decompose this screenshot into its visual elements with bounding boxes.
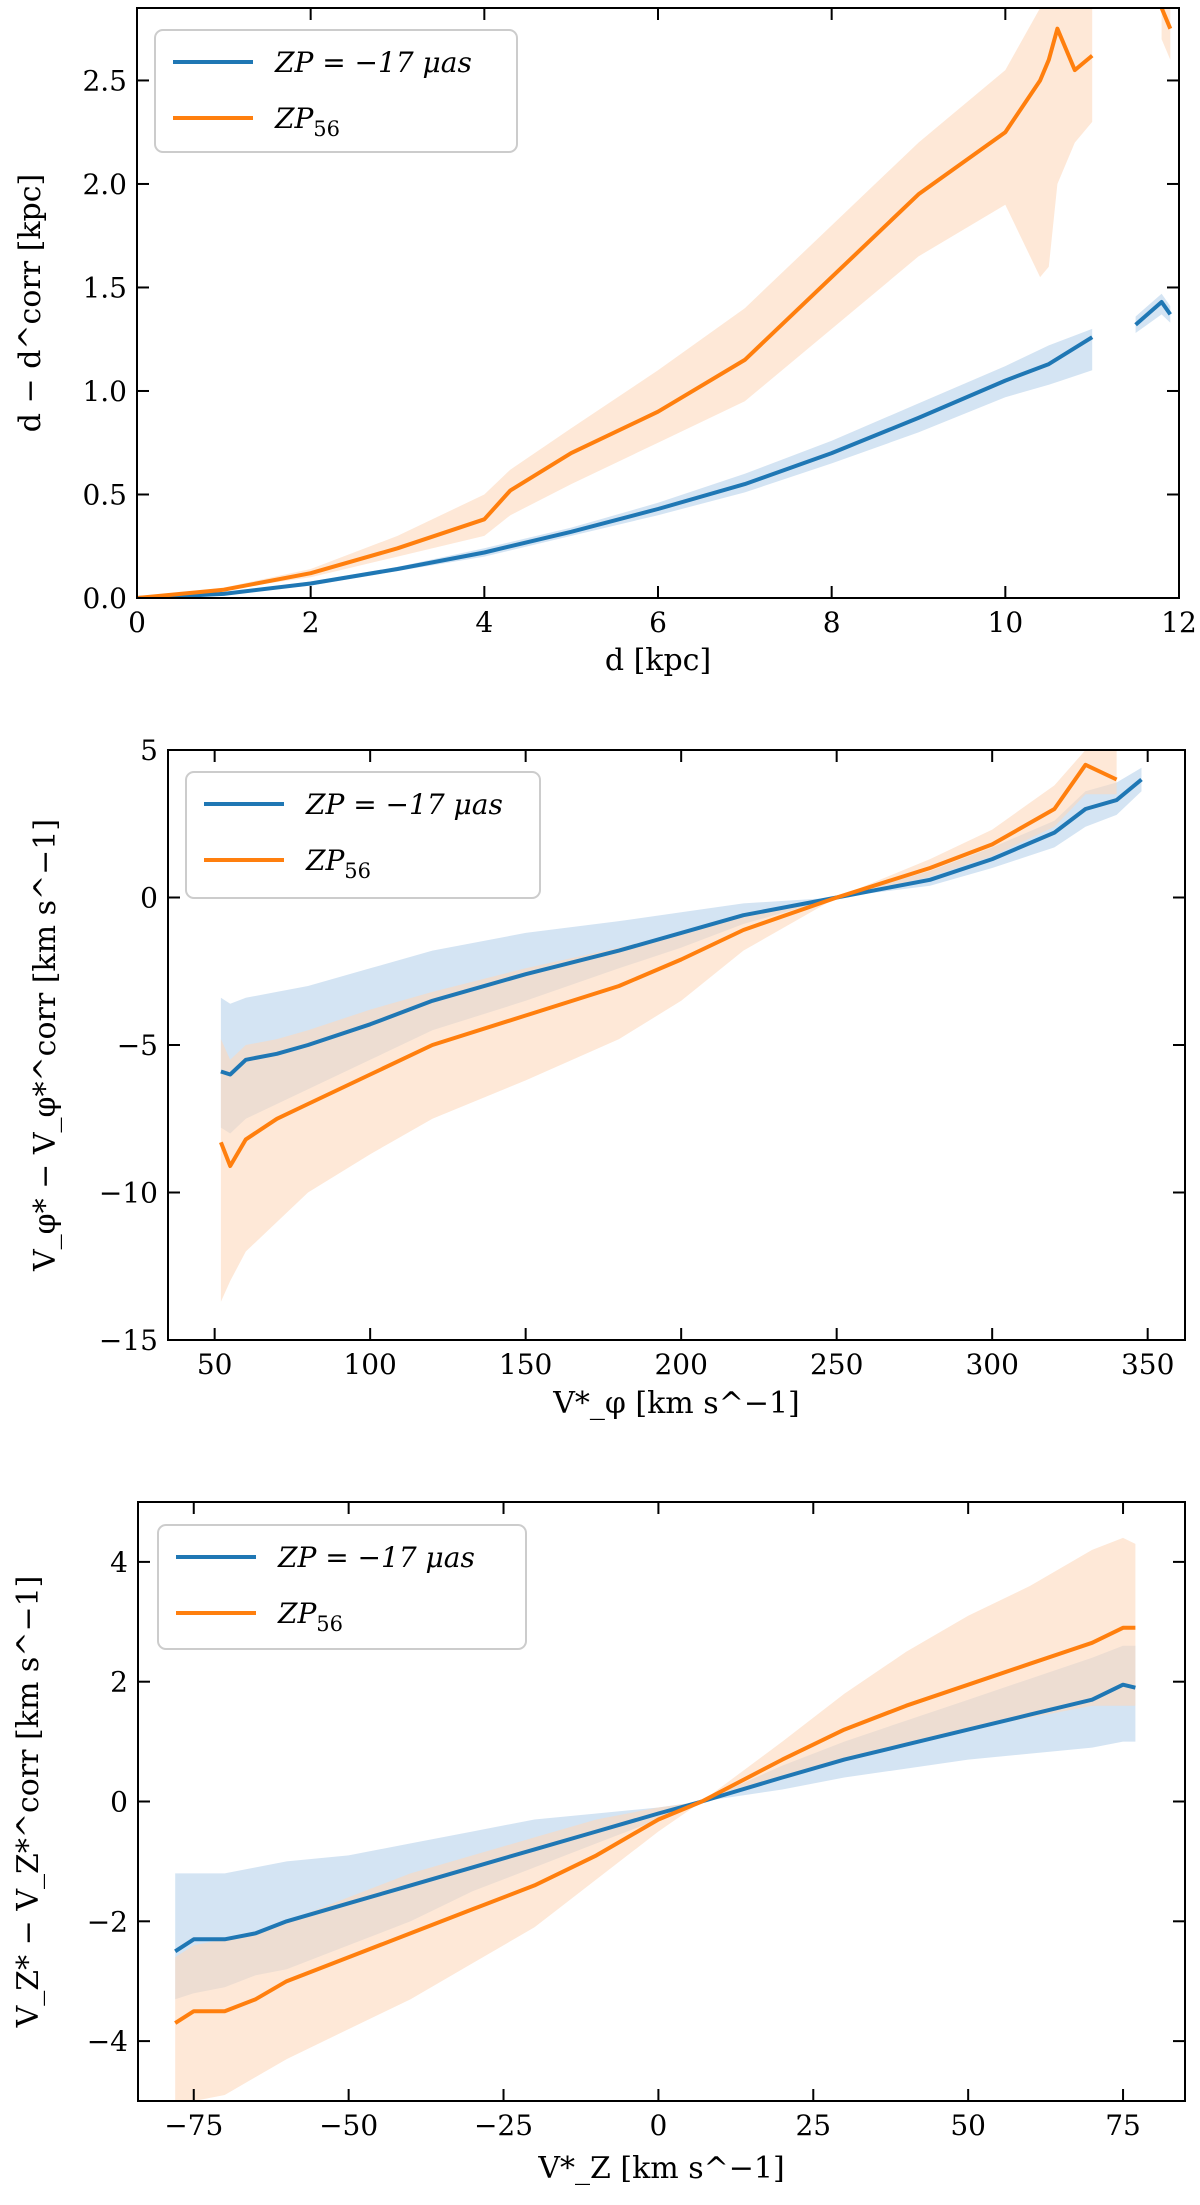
panel-vz: −75 −50 −25 0 25 50 75 −4 −2 0 2 4 V*_Z [km s^−1] V_Z… [11,1501,1186,2186]
y-tick-label: 5 [140,734,158,767]
line-zp56 [219,762,1118,1168]
x-tick-label: 50 [197,1348,233,1381]
x-tick-label: 300 [965,1348,1018,1381]
y-axis-label: d − d^corr [kpc] [13,174,48,432]
y-tick-label: 0.5 [82,478,127,511]
panel-distance: 0 2 4 6 8 10 12 0.0 0.5 1.0 1.5 2.0 2.5 d [kpc] d − d^… [13,7,1197,678]
line-zp17 [137,335,1094,598]
y-tick-label: 0 [140,882,158,915]
band-zp56 [220,750,1117,1302]
x-tick-label: 12 [1161,606,1197,639]
x-tick-label: 6 [649,606,667,639]
y-axis-label: V_Z* − V_Z*^corr [km s^−1] [11,1576,46,2029]
x-tick-label: 10 [988,606,1024,639]
line-zp56 [1159,8,1173,30]
y-tick-label: −15 [99,1324,158,1357]
y-tick-label: −2 [87,1905,128,1938]
x-axis-label: V*_φ [km s^−1] [552,1386,800,1421]
x-axis-label: d [kpc] [605,643,711,678]
plot-area [137,8,1173,598]
y-tick-label: −10 [99,1177,158,1210]
line-zp17 [174,1682,1136,1953]
x-tick-label: 200 [654,1348,707,1381]
legend-label: ZP = −17 μas [305,788,503,821]
x-tick-label: −25 [474,2109,533,2142]
x-tick-label: 8 [823,606,841,639]
y-tick-label: 2.0 [82,168,127,201]
y-tick-label: 4 [110,1546,128,1579]
y-tick-label: −4 [87,2025,128,2058]
legend-label: ZP56 [305,844,371,883]
x-tick-label: 100 [343,1348,396,1381]
x-axis-label: V*_Z [km s^−1] [537,2151,784,2186]
line-zp17 [1134,300,1172,327]
plot-area [219,750,1143,1302]
x-tick-label: −50 [319,2109,378,2142]
legend: ZP = −17 μas ZP56 [185,771,541,899]
y-tick-label: 0 [110,1786,128,1819]
panel-vphi: 50 100 150 200 250 300 350 −15 −10 −5 0 5 V*_φ [km s… [28,734,1186,1421]
y-tick-label: 2 [110,1666,128,1699]
x-tick-label: 25 [795,2109,831,2142]
x-tick-label: 150 [499,1348,552,1381]
x-tick-label: 2 [302,606,320,639]
x-tick-label: 75 [1105,2109,1141,2142]
y-tick-label: 2.5 [82,64,127,97]
x-tick-label: −75 [164,2109,223,2142]
plot-area [174,1537,1136,2101]
y-tick-label: −5 [117,1029,158,1062]
x-tick-label: 250 [810,1348,863,1381]
line-zp56 [137,26,1094,598]
x-tick-label: 0 [128,606,146,639]
legend-label: ZP56 [274,102,340,141]
line-zp56 [174,1625,1136,2025]
x-tick-label: 0 [649,2109,667,2142]
y-tick-label: 1.5 [82,271,127,304]
x-tick-label: 50 [950,2109,986,2142]
y-tick-label: 0.0 [82,582,127,615]
legend-label: ZP = −17 μas [277,1541,475,1574]
x-tick-label: 350 [1121,1348,1174,1381]
line-zp17 [220,777,1143,1077]
y-tick-label: 1.0 [82,375,127,408]
legend-label: ZP = −17 μas [274,46,472,79]
y-axis-label: V_φ* − V_φ*^corr [km s^−1] [28,819,63,1272]
x-tick-label: 4 [475,606,493,639]
legend: ZP = −17 μas ZP56 [154,29,518,153]
